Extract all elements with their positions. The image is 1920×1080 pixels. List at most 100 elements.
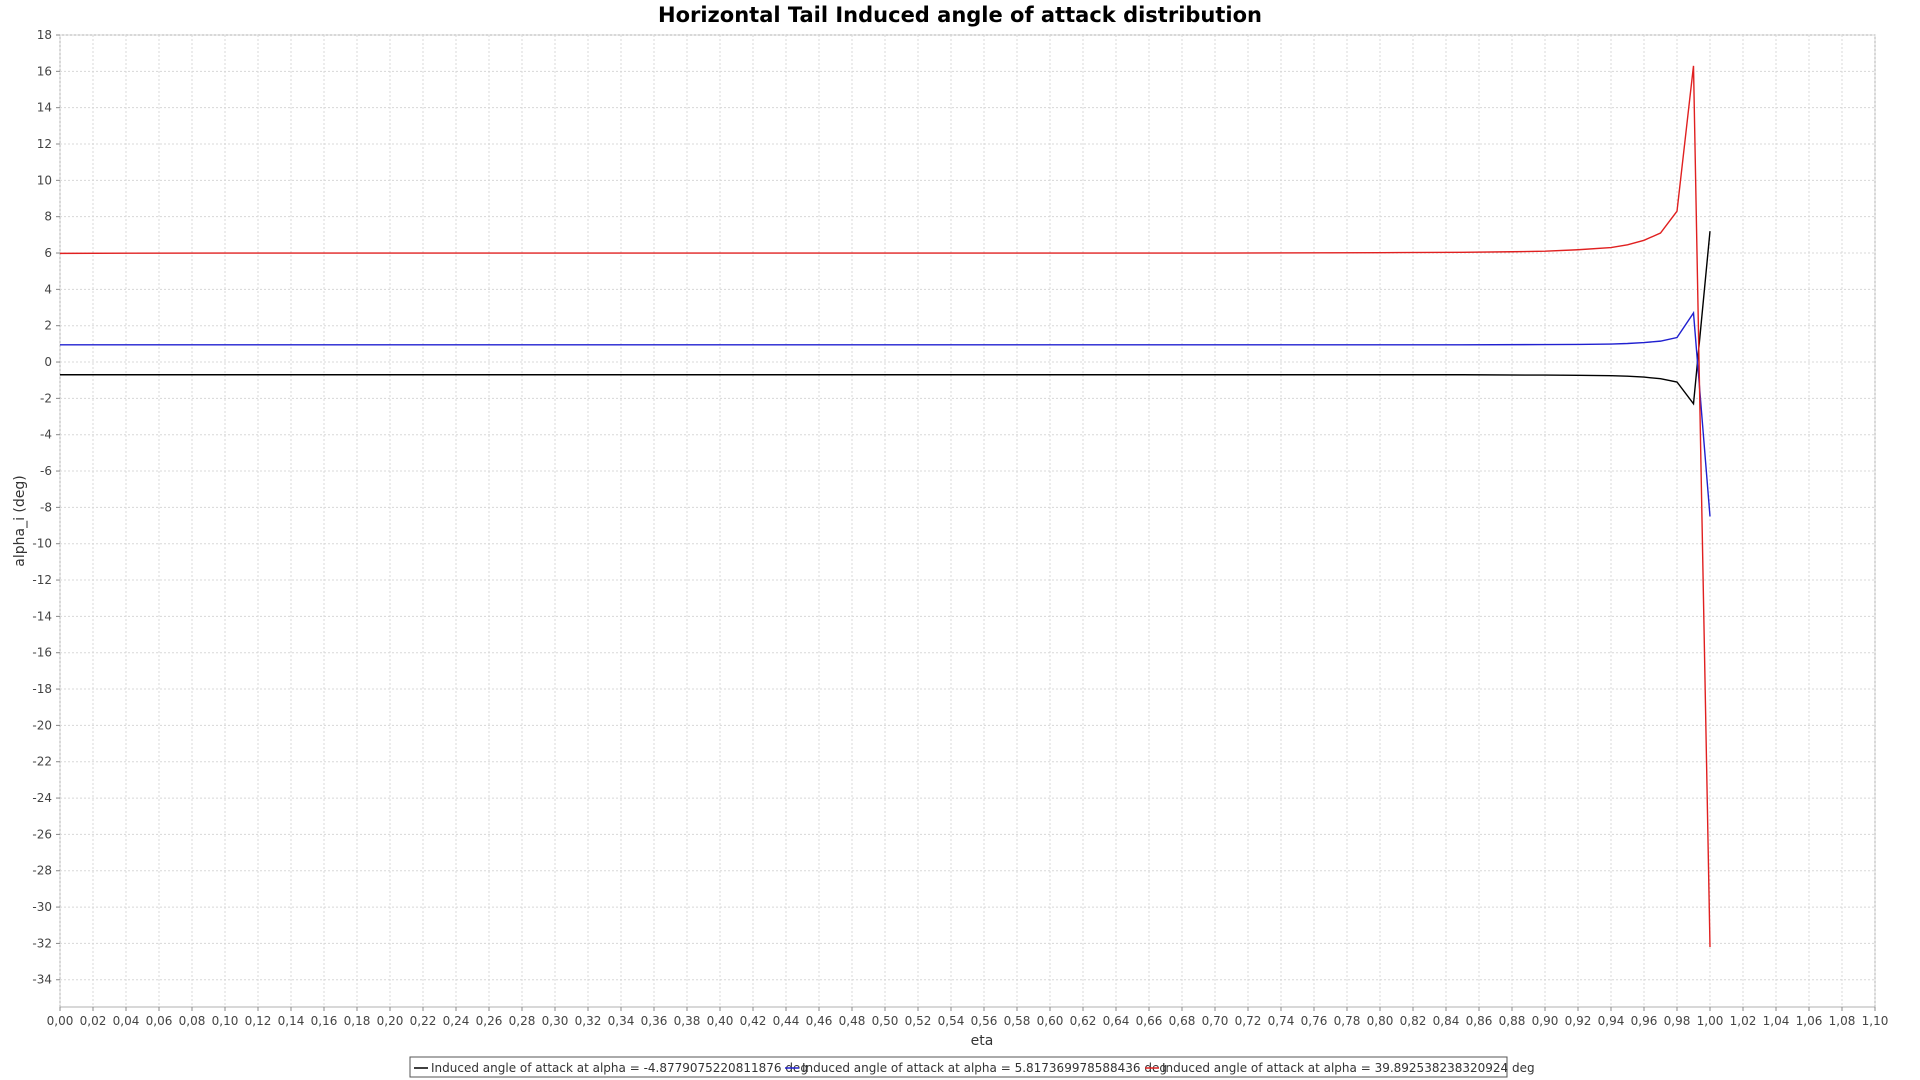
x-tick-label: 0,42 <box>740 1014 767 1028</box>
y-tick-label: 16 <box>37 64 52 78</box>
x-tick-label: 0,66 <box>1136 1014 1163 1028</box>
y-axis-label: alpha_i (deg) <box>12 475 28 566</box>
x-tick-label: 0,72 <box>1235 1014 1262 1028</box>
y-tick-label: 14 <box>37 101 52 115</box>
x-tick-label: 1,00 <box>1697 1014 1724 1028</box>
x-tick-label: 0,56 <box>971 1014 998 1028</box>
y-tick-label: -24 <box>32 791 52 805</box>
y-tick-label: 4 <box>44 282 52 296</box>
x-tick-label: 0,44 <box>773 1014 800 1028</box>
y-tick-label: -28 <box>32 864 52 878</box>
x-tick-label: 0,86 <box>1466 1014 1493 1028</box>
x-tick-label: 1,04 <box>1763 1014 1790 1028</box>
x-tick-label: 0,04 <box>113 1014 140 1028</box>
x-tick-label: 1,02 <box>1730 1014 1757 1028</box>
legend-label: Induced angle of attack at alpha = 5.817… <box>802 1061 1167 1075</box>
x-tick-label: 0,16 <box>311 1014 338 1028</box>
y-tick-label: -20 <box>32 718 52 732</box>
legend: Induced angle of attack at alpha = -4.87… <box>409 1056 1535 1078</box>
x-tick-label: 0,22 <box>410 1014 437 1028</box>
y-tick-label: -6 <box>40 464 52 478</box>
legend-box <box>409 1056 1508 1078</box>
legend-label: Induced angle of attack at alpha = 39.89… <box>1162 1061 1535 1075</box>
y-tick-label: -2 <box>40 391 52 405</box>
x-tick-label: 0,88 <box>1499 1014 1526 1028</box>
x-tick-label: 0,40 <box>707 1014 734 1028</box>
x-tick-label: 0,12 <box>245 1014 272 1028</box>
series-line-1 <box>60 231 1711 406</box>
y-tick-label: 12 <box>37 137 52 151</box>
plot-area <box>59 34 1876 1008</box>
x-tick-label: 0,78 <box>1334 1014 1361 1028</box>
y-tick-label: -12 <box>32 573 52 587</box>
y-tick-label: 18 <box>37 28 52 42</box>
y-tick-label: 8 <box>44 210 52 224</box>
x-tick-label: 0,92 <box>1565 1014 1592 1028</box>
x-tick-label: 0,36 <box>641 1014 668 1028</box>
x-tick-label: 0,60 <box>1037 1014 1064 1028</box>
x-tick-label: 0,54 <box>938 1014 965 1028</box>
x-tick-label: 0,84 <box>1433 1014 1460 1028</box>
grid-lines <box>59 34 1876 1007</box>
x-tick-label: 0,38 <box>674 1014 701 1028</box>
y-tick-label: -34 <box>32 973 52 987</box>
y-tick-label: 0 <box>44 355 52 369</box>
x-tick-label: 1,10 <box>1862 1014 1889 1028</box>
x-axis-label: eta <box>971 1033 994 1049</box>
x-tick-label: 0,94 <box>1598 1014 1625 1028</box>
x-tick-label: 0,96 <box>1631 1014 1658 1028</box>
x-tick-label: 0,90 <box>1532 1014 1559 1028</box>
x-tick-label: 0,62 <box>1070 1014 1097 1028</box>
y-tick-label: -32 <box>32 936 52 950</box>
x-tick-label: 0,34 <box>608 1014 635 1028</box>
x-tick-label: 0,76 <box>1301 1014 1328 1028</box>
y-tick-label: -10 <box>32 537 52 551</box>
x-tick-label: 0,48 <box>839 1014 866 1028</box>
legend-label: Induced angle of attack at alpha = -4.87… <box>431 1061 808 1075</box>
y-tick-label: -14 <box>32 609 52 623</box>
legend-item: Induced angle of attack at alpha = 5.817… <box>785 1061 1167 1075</box>
x-tick-label: 0,30 <box>542 1014 569 1028</box>
y-tick-label: -18 <box>32 682 52 696</box>
y-tick-label: -22 <box>32 755 52 769</box>
series-line-3 <box>59 65 1711 948</box>
x-tick-label: 0,68 <box>1169 1014 1196 1028</box>
x-tick-label: 0,32 <box>575 1014 602 1028</box>
x-tick-label: 1,06 <box>1796 1014 1823 1028</box>
x-tick-label: 0,50 <box>872 1014 899 1028</box>
x-tick-label: 0,80 <box>1367 1014 1394 1028</box>
y-tick-label: -16 <box>32 646 52 660</box>
y-axis-ticks: 18 16 14 12 10 8 6 4 2 0 -2 -4 -6 -8 -10 -12 -14 -16 -18 -2… <box>32 28 60 987</box>
x-tick-label: 0,24 <box>443 1014 470 1028</box>
y-tick-label: -26 <box>32 827 52 841</box>
y-tick-label: -30 <box>32 900 52 914</box>
x-axis-ticks: 0,00 0,02 0,04 0,06 0,08 0,10 0,12 0,14 0,16 0,18… <box>47 1007 1889 1028</box>
x-tick-label: 0,10 <box>212 1014 239 1028</box>
legend-item: Induced angle of attack at alpha = 39.89… <box>1145 1061 1535 1075</box>
series-line-2 <box>60 310 1711 517</box>
x-tick-label: 0,74 <box>1268 1014 1295 1028</box>
x-tick-label: 0,00 <box>47 1014 74 1028</box>
y-tick-label: -8 <box>40 500 52 514</box>
x-tick-label: 0,58 <box>1004 1014 1031 1028</box>
y-tick-label: 10 <box>37 173 52 187</box>
x-tick-label: 0,08 <box>179 1014 206 1028</box>
chart-title: Horizontal Tail Induced angle of attack … <box>658 3 1262 27</box>
series-lines <box>59 65 1711 948</box>
x-tick-label: 0,26 <box>476 1014 503 1028</box>
y-tick-label: 2 <box>44 319 52 333</box>
legend-item: Induced angle of attack at alpha = -4.87… <box>414 1061 808 1075</box>
x-tick-label: 0,02 <box>80 1014 107 1028</box>
x-tick-label: 0,70 <box>1202 1014 1229 1028</box>
x-tick-label: 0,20 <box>377 1014 404 1028</box>
x-tick-label: 0,18 <box>344 1014 371 1028</box>
x-tick-label: 1,08 <box>1829 1014 1856 1028</box>
x-tick-label: 0,28 <box>509 1014 536 1028</box>
x-tick-label: 0,46 <box>806 1014 833 1028</box>
x-tick-label: 0,64 <box>1103 1014 1130 1028</box>
x-tick-label: 0,82 <box>1400 1014 1427 1028</box>
x-tick-label: 0,14 <box>278 1014 305 1028</box>
y-tick-label: -4 <box>40 428 52 442</box>
x-tick-label: 0,06 <box>146 1014 173 1028</box>
